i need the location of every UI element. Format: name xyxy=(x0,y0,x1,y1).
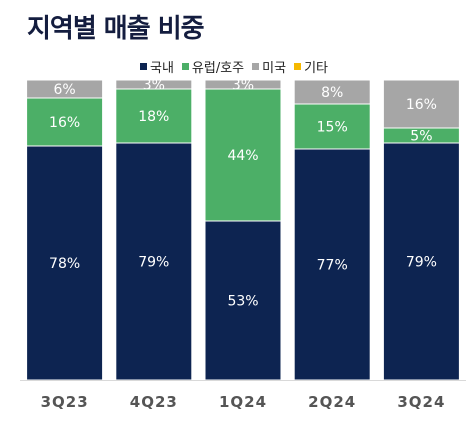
bar-segment-europe-australia-4q23 xyxy=(115,88,193,144)
bar-segment-usa-1q24 xyxy=(204,79,282,90)
data-label-europe-australia-2q24: 15% xyxy=(317,120,348,136)
legend-item-usa: 미국 xyxy=(252,57,286,76)
data-label-europe-australia-1q24: 44% xyxy=(227,148,258,164)
data-label-domestic-1q24: 53% xyxy=(227,294,258,310)
legend: 국내 유럽/호주 미국 기타 xyxy=(140,57,328,76)
data-label-domestic-4q23: 79% xyxy=(138,255,169,271)
legend-label-other: 기타 xyxy=(304,61,328,76)
bar-segment-usa-4q23 xyxy=(115,79,193,90)
data-label-usa-3q23: 6% xyxy=(53,82,75,98)
bar-segment-domestic-1q24 xyxy=(204,220,282,381)
bar-segment-europe-australia-3q23 xyxy=(26,97,104,147)
x-tick-label-2q24: 2Q24 xyxy=(308,393,356,411)
data-label-domestic-2q24: 77% xyxy=(317,258,348,274)
data-label-europe-australia-3q24: 5% xyxy=(410,129,432,145)
bar-segment-usa-3q23 xyxy=(26,79,104,99)
legend-item-europe-australia: 유럽/호주 xyxy=(181,57,245,76)
bar-segment-europe-australia-2q24 xyxy=(293,103,371,150)
legend-label-usa: 미국 xyxy=(262,61,287,76)
legend-swatch-other xyxy=(294,63,302,70)
legend-swatch-usa xyxy=(252,63,260,70)
data-label-europe-australia-3q23: 16% xyxy=(49,115,80,131)
bar-segment-usa-2q24 xyxy=(293,79,371,105)
bar-segment-domestic-2q24 xyxy=(293,148,371,381)
x-tick-label-3q23: 3Q23 xyxy=(41,393,89,411)
data-label-domestic-3q24: 79% xyxy=(406,255,437,271)
bar-segment-domestic-3q23 xyxy=(26,145,104,381)
legend-item-domestic: 국내 xyxy=(140,57,174,76)
bar-segment-europe-australia-1q24 xyxy=(204,88,282,222)
data-label-usa-3q24: 16% xyxy=(406,97,437,113)
chart-title: 지역별 매출 비중 xyxy=(27,14,205,44)
legend-item-other: 기타 xyxy=(294,57,328,76)
data-label-usa-2q24: 8% xyxy=(321,85,343,101)
data-label-usa-1q24: 3% xyxy=(232,78,254,94)
data-label-europe-australia-4q23: 18% xyxy=(138,109,169,125)
x-tick-label-3q24: 3Q24 xyxy=(397,393,445,411)
x-tick-label-1q24: 1Q24 xyxy=(219,393,267,411)
data-label-domestic-3q23: 78% xyxy=(49,256,80,272)
legend-swatch-europe-australia xyxy=(181,63,189,70)
legend-label-domestic: 국내 xyxy=(150,61,174,76)
legend-label-europe-australia: 유럽/호주 xyxy=(191,61,245,76)
data-label-usa-4q23: 3% xyxy=(143,78,165,94)
bar-segment-domestic-4q23 xyxy=(115,142,193,381)
x-tick-label-4q23: 4Q23 xyxy=(130,393,178,411)
bar-segment-usa-3q24 xyxy=(382,79,460,129)
legend-swatch-domestic xyxy=(140,63,147,70)
